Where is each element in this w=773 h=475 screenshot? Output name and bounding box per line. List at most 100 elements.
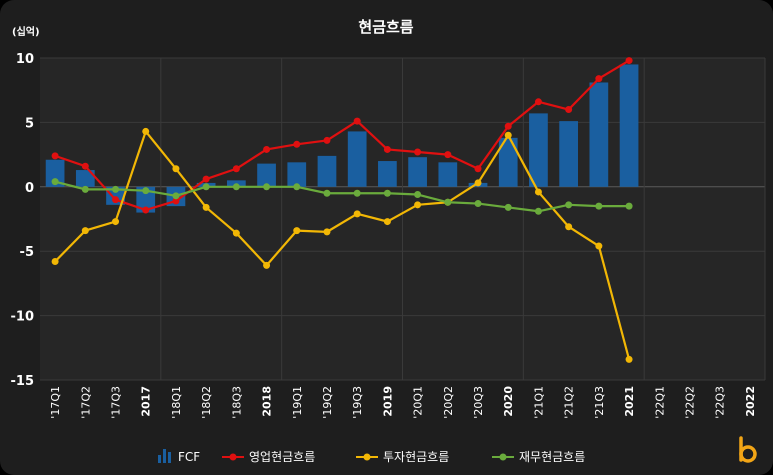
data-point[interactable] (202, 183, 210, 191)
data-point[interactable] (112, 185, 120, 193)
data-point[interactable] (142, 206, 150, 214)
data-point[interactable] (534, 188, 542, 196)
x-tick-label: '18Q1 (170, 386, 183, 419)
data-point[interactable] (51, 258, 59, 266)
y-tick-label: 0 (25, 181, 34, 196)
grid-lines (40, 57, 766, 381)
data-point[interactable] (172, 165, 180, 173)
legend-item-investing[interactable]: 투자현금흐름 (356, 450, 449, 464)
fcf-bar[interactable] (559, 121, 579, 187)
legend-item-fcf[interactable]: FCF (158, 449, 200, 464)
legend-marker-icon (499, 453, 507, 461)
data-point[interactable] (474, 165, 482, 173)
data-point[interactable] (172, 192, 180, 200)
data-point[interactable] (504, 131, 512, 139)
x-tick-label: '21Q3 (593, 386, 606, 419)
data-point[interactable] (504, 122, 512, 130)
y-tick-label: -15 (11, 374, 35, 389)
series-line (54, 130, 631, 360)
data-point[interactable] (414, 201, 422, 209)
data-point[interactable] (142, 127, 150, 135)
data-point[interactable] (232, 165, 240, 173)
data-point[interactable] (51, 152, 59, 160)
data-point[interactable] (232, 229, 240, 237)
data-point[interactable] (112, 196, 120, 204)
x-tick-label: '19Q2 (321, 386, 334, 419)
fcf-bar[interactable] (408, 157, 427, 187)
data-point[interactable] (414, 191, 422, 199)
data-point[interactable] (625, 355, 633, 363)
fcf-bar[interactable] (347, 131, 367, 187)
fcf-bar[interactable] (438, 162, 458, 187)
series-lines (51, 57, 633, 363)
x-tick-label: '20Q3 (472, 386, 485, 419)
data-point[interactable] (534, 98, 542, 106)
fcf-bar[interactable] (529, 113, 548, 187)
data-point[interactable] (323, 136, 331, 144)
data-point[interactable] (595, 202, 603, 210)
data-point[interactable] (112, 218, 120, 226)
y-axis-ticks: 10 5 0 -5 -10 -15 (11, 52, 35, 389)
data-point[interactable] (172, 197, 180, 205)
data-point[interactable] (504, 203, 512, 211)
x-tick-label: 2021 (623, 386, 636, 417)
line-series-3 (51, 178, 633, 215)
data-point[interactable] (474, 179, 482, 187)
data-point[interactable] (81, 185, 89, 193)
data-point[interactable] (263, 145, 271, 153)
data-point[interactable] (323, 228, 331, 236)
fcf-bar[interactable] (45, 159, 65, 187)
data-point[interactable] (51, 178, 59, 186)
legend-label-financing: 재무현금흐름 (519, 450, 585, 464)
data-point[interactable] (565, 223, 573, 231)
data-point[interactable] (625, 57, 633, 65)
data-point[interactable] (414, 148, 422, 156)
fcf-bar[interactable] (498, 137, 518, 187)
fcf-bar[interactable] (378, 161, 397, 187)
data-point[interactable] (353, 189, 361, 197)
data-point[interactable] (565, 106, 573, 114)
data-point[interactable] (595, 75, 603, 83)
data-point[interactable] (263, 183, 271, 191)
fcf-bar[interactable] (75, 170, 95, 187)
fcf-bar[interactable] (589, 82, 609, 187)
data-point[interactable] (595, 242, 603, 250)
data-point[interactable] (263, 261, 271, 269)
data-point[interactable] (383, 145, 391, 153)
data-point[interactable] (565, 201, 573, 209)
fcf-bar[interactable] (287, 162, 307, 187)
fcf-bar[interactable] (317, 155, 337, 187)
x-tick-label: '20Q2 (442, 386, 455, 419)
x-tick-label: '18Q2 (200, 386, 213, 419)
data-point[interactable] (353, 210, 361, 218)
data-point[interactable] (81, 227, 89, 235)
x-tick-label: '21Q2 (563, 386, 576, 419)
line-series-1 (51, 57, 633, 214)
fcf-bar[interactable] (136, 186, 156, 213)
data-point[interactable] (534, 207, 542, 215)
data-point[interactable] (383, 218, 391, 226)
data-point[interactable] (293, 140, 301, 148)
data-point[interactable] (474, 200, 482, 208)
fcf-bar[interactable] (619, 64, 639, 187)
legend-item-financing[interactable]: 재무현금흐름 (492, 450, 585, 464)
data-point[interactable] (383, 189, 391, 197)
data-point[interactable] (444, 151, 452, 159)
data-point[interactable] (81, 162, 89, 170)
data-point[interactable] (232, 183, 240, 191)
data-point[interactable] (293, 227, 301, 235)
fcf-bar[interactable] (257, 163, 276, 187)
data-point[interactable] (353, 117, 361, 125)
data-point[interactable] (202, 203, 210, 211)
series-line (54, 59, 630, 212)
data-point[interactable] (625, 202, 633, 210)
data-point[interactable] (444, 198, 452, 206)
legend-marker-icon (229, 453, 237, 461)
data-point[interactable] (142, 187, 150, 195)
data-point[interactable] (323, 189, 331, 197)
data-point[interactable] (202, 175, 210, 183)
brand-logo-icon (739, 436, 757, 463)
legend-item-operating[interactable]: 영업현금흐름 (222, 450, 315, 464)
data-point[interactable] (293, 183, 301, 191)
